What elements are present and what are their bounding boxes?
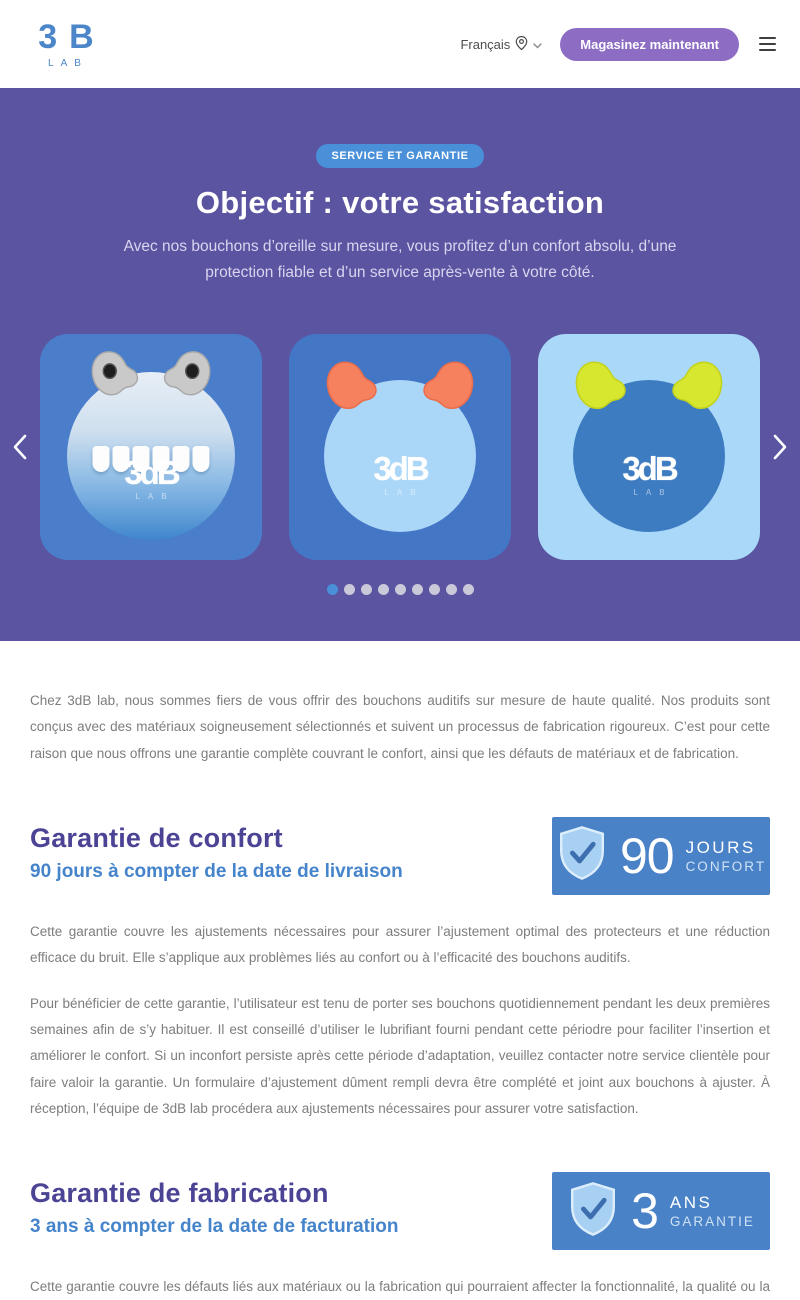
badge-number: 3 [631, 1183, 659, 1240]
intro-paragraph: Chez 3dB lab, nous sommes fiers de vous … [30, 693, 770, 761]
location-pin-icon [515, 35, 528, 53]
language-label: Français [460, 36, 511, 52]
section-subtitle-fabrication: 3 ans à compter de la date de facturatio… [30, 1216, 399, 1238]
carousel-dot[interactable] [377, 584, 389, 596]
site-header: 3 B LAB Français Magasinez maintenant [0, 0, 800, 88]
page-title: Objectif : votre satisfaction [195, 185, 605, 220]
carousel-dot[interactable] [445, 584, 457, 596]
chevron-down-icon [533, 37, 542, 52]
language-selector[interactable]: Français [460, 35, 542, 53]
warranty-section-confort: Garantie de confort 90 jours à compter d… [30, 816, 770, 1122]
badge-number: 90 [619, 827, 675, 884]
paragraph: Pour bénéficier de cette garantie, l’uti… [30, 995, 770, 1116]
gray-earplug-icon [91, 351, 139, 396]
logo-letter-b: B [69, 18, 94, 56]
gray-earplug-icon [163, 351, 211, 396]
carousel-card-yellow-earplugs[interactable]: 3dB LAB [538, 334, 760, 561]
warranty-badge-3-ans: 3 ANS GARANTIE [552, 1172, 770, 1251]
carousel-dot[interactable] [462, 584, 474, 596]
hamburger-menu-icon[interactable] [757, 33, 778, 55]
carousel-dots [0, 584, 800, 596]
logo-letter-3: 3 [38, 18, 57, 56]
shield-check-icon [567, 1181, 619, 1242]
service-garantie-badge: SERVICE ET GARANTIE [316, 144, 484, 168]
orange-earplug-icon [326, 361, 377, 410]
yellow-earplug-icon [575, 361, 626, 410]
section-title-fabrication: Garantie de fabrication [30, 1178, 329, 1209]
carousel-dot[interactable] [394, 584, 406, 596]
badge-unit: ANS [669, 1192, 713, 1212]
warranty-section-fabrication: Garantie de fabrication 3 ans à compter … [30, 1172, 770, 1300]
hero-subtitle: Avec nos bouchons d’oreille sur mesure, … [123, 238, 677, 281]
carousel-dot[interactable] [343, 584, 355, 596]
badge-unit: JOURS [685, 837, 756, 857]
carousel-prev-button[interactable] [8, 430, 32, 464]
carousel-card-gray-earplugs[interactable]: 3dB LAB [40, 334, 262, 561]
teeth-model-image [92, 446, 210, 473]
logo-lab-text: LAB [48, 58, 88, 69]
hero-section: SERVICE ET GARANTIE Objectif : votre sat… [0, 88, 800, 641]
badge-type: CONFORT [685, 858, 767, 874]
content-area: Chez 3dB lab, nous sommes fiers de vous … [0, 688, 800, 1300]
carousel-dot[interactable] [411, 584, 423, 596]
section-title-confort: Garantie de confort [30, 822, 283, 853]
carousel-dot[interactable] [326, 584, 338, 596]
product-carousel: 3dB LAB 3dB LAB [0, 334, 800, 561]
shield-check-icon [556, 825, 608, 886]
orange-earplug-icon [423, 361, 474, 410]
product-photo-gray-earplugs [67, 372, 235, 541]
paragraph: Cette garantie couvre les défauts liés a… [30, 1279, 770, 1295]
site-logo[interactable]: 3 B LAB [25, 19, 105, 69]
section-subtitle-confort: 90 jours à compter de la date de livrais… [30, 860, 403, 882]
carousel-dot[interactable] [360, 584, 372, 596]
shop-now-button[interactable]: Magasinez maintenant [560, 27, 739, 61]
carousel-card-orange-earplugs[interactable]: 3dB LAB [289, 334, 511, 561]
carousel-next-button[interactable] [768, 430, 792, 464]
badge-type: GARANTIE [669, 1213, 755, 1229]
warranty-badge-90-jours: 90 JOURS CONFORT [552, 816, 770, 895]
yellow-earplug-icon [672, 361, 723, 410]
carousel-dot[interactable] [428, 584, 440, 596]
paragraph: Cette garantie couvre les ajustements né… [30, 923, 770, 966]
